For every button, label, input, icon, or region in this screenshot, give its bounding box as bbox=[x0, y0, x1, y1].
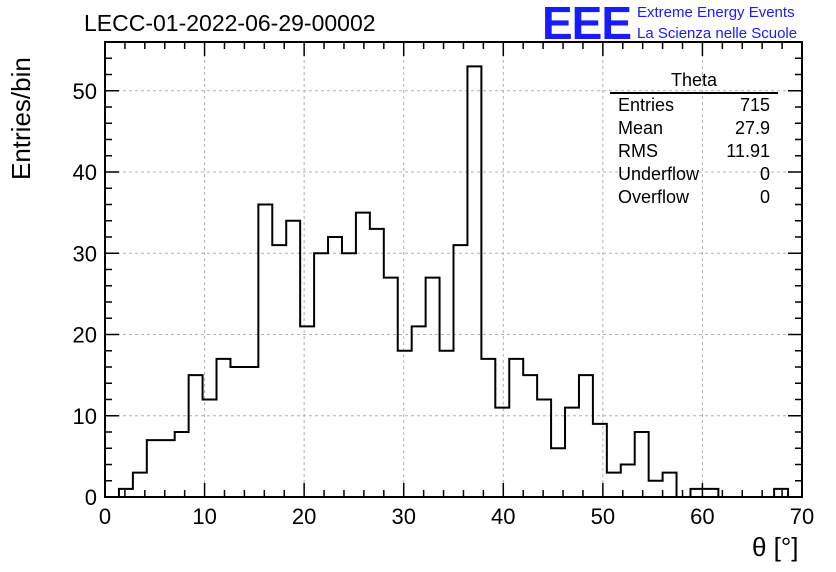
y-tick-label: 30 bbox=[73, 241, 97, 266]
histogram-step-line bbox=[105, 65, 802, 498]
eee-logo: EEE bbox=[542, 0, 632, 49]
y-tick-label: 40 bbox=[73, 160, 97, 185]
stat-label: Entries bbox=[618, 95, 675, 115]
stats-box: Theta Entries 715 Mean 27.9 RMS 11.91 Un… bbox=[610, 70, 778, 209]
x-tick-label: 10 bbox=[192, 504, 216, 529]
x-tick-label: 0 bbox=[99, 504, 111, 529]
y-tick-label: 0 bbox=[85, 485, 97, 510]
stat-row-entries: Entries 715 bbox=[610, 94, 778, 117]
stat-value: 0 bbox=[759, 187, 770, 207]
stat-value: 715 bbox=[739, 95, 770, 115]
stat-value: 0 bbox=[759, 164, 770, 184]
stat-label: Underflow bbox=[618, 164, 700, 184]
stat-row-rms: RMS 11.91 bbox=[610, 140, 778, 163]
tick-labels: 0 10 20 30 40 50 60 70 0 10 20 30 40 50 bbox=[73, 79, 815, 529]
x-tick-label: 40 bbox=[491, 504, 515, 529]
x-tick-label: 70 bbox=[790, 504, 814, 529]
x-axis-label: θ [°] bbox=[752, 532, 799, 562]
stat-label: Overflow bbox=[618, 187, 690, 207]
stat-row-mean: Mean 27.9 bbox=[610, 117, 778, 140]
plot-frame bbox=[104, 41, 803, 498]
axis-ticks bbox=[104, 41, 803, 498]
stat-value: 27.9 bbox=[734, 118, 770, 138]
stat-label: Mean bbox=[618, 118, 664, 138]
y-tick-label: 10 bbox=[73, 404, 97, 429]
x-tick-label: 20 bbox=[292, 504, 316, 529]
stat-label: RMS bbox=[618, 141, 658, 161]
y-axis-label: Entries/bin bbox=[6, 57, 36, 180]
x-tick-label: 30 bbox=[391, 504, 415, 529]
logo-subtitle-1: Extreme Energy Events bbox=[637, 4, 795, 21]
x-tick-label: 60 bbox=[690, 504, 714, 529]
stat-row-overflow: Overflow 0 bbox=[610, 186, 778, 209]
y-tick-label: 50 bbox=[73, 79, 97, 104]
stat-value: 11.91 bbox=[726, 141, 770, 161]
logo-subtitle-2: La Scienza nelle Scuole bbox=[637, 25, 798, 42]
stats-title: Theta bbox=[610, 70, 778, 94]
x-tick-label: 50 bbox=[591, 504, 615, 529]
stat-row-underflow: Underflow 0 bbox=[610, 163, 778, 186]
chart-title: LECC-01-2022-06-29-00002 bbox=[84, 10, 376, 36]
y-tick-label: 20 bbox=[73, 323, 97, 348]
